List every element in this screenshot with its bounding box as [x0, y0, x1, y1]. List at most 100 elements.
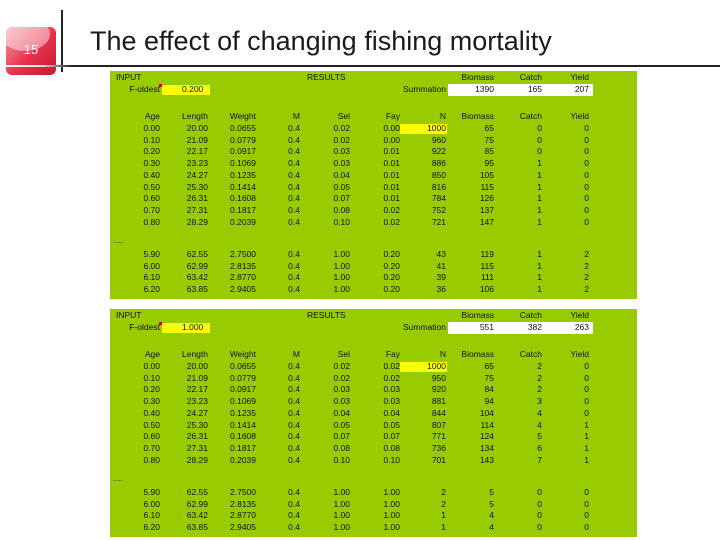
cell-yield: 0 — [584, 510, 589, 521]
cell-yield: 0 — [584, 158, 589, 169]
cell-length: 23.23 — [186, 158, 208, 169]
summation-label: Summation — [403, 84, 446, 94]
cell-length: 27.31 — [186, 442, 208, 453]
cell-fay: 0.00 — [383, 134, 400, 145]
cell-catch: 1 — [537, 181, 542, 192]
column-header-age: Age — [144, 349, 160, 359]
n0-input-cell[interactable] — [400, 124, 447, 134]
cell-sel: 0.02 — [333, 372, 350, 383]
column-header-m: M — [292, 349, 300, 359]
cell-catch: 0 — [537, 123, 542, 133]
cell-m: 0.4 — [288, 146, 300, 157]
cell-weight: 0.1414 — [230, 181, 256, 192]
cell-biomass: 126 — [479, 193, 494, 204]
cell-weight: 2.8770 — [230, 510, 256, 521]
cell-length: 63.85 — [186, 284, 208, 295]
summation-biomass: 551 — [479, 322, 494, 332]
cell-n: 850 — [431, 169, 446, 180]
cell-biomass: 84 — [484, 384, 494, 395]
f-oldest-input-cell[interactable] — [162, 323, 210, 333]
cell-n: 736 — [431, 442, 446, 453]
cell-weight: 2.9405 — [230, 522, 256, 533]
cell-sel: 0.05 — [333, 181, 350, 192]
slide-title: The effect of changing fishing mortality — [90, 26, 552, 56]
rows-ellipsis: .... — [113, 235, 123, 245]
cell-biomass: 4 — [489, 522, 494, 533]
biomass-header: Biomass — [461, 72, 494, 82]
cell-age: 0.30 — [143, 396, 160, 407]
cell-weight: 2.9405 — [230, 284, 256, 295]
cell-n: 920 — [431, 384, 446, 395]
cell-age: 0.80 — [143, 216, 160, 227]
cell-biomass: 5 — [489, 487, 494, 497]
cell-m: 0.4 — [288, 522, 300, 533]
cell-fay: 0.02 — [383, 361, 400, 371]
cell-yield: 0 — [584, 522, 589, 533]
cell-age: 5.90 — [143, 249, 160, 259]
cell-m: 0.4 — [288, 260, 300, 271]
cell-sel: 1.00 — [333, 260, 350, 271]
cell-fay: 0.04 — [383, 407, 400, 418]
cell-sel: 1.00 — [333, 522, 350, 533]
cell-catch: 1 — [537, 193, 542, 204]
cell-age: 0.50 — [143, 419, 160, 430]
cell-age: 0.70 — [143, 204, 160, 215]
cell-n: 752 — [431, 204, 446, 215]
cell-age: 0.70 — [143, 442, 160, 453]
cell-catch: 2 — [537, 361, 542, 371]
column-header-yield: Yield — [570, 111, 589, 121]
cell-length: 26.31 — [186, 193, 208, 204]
cell-age: 6.00 — [143, 260, 160, 271]
title-divider-horizontal — [0, 65, 720, 67]
cell-weight: 0.1817 — [230, 442, 256, 453]
cell-m: 0.4 — [288, 249, 300, 259]
cell-weight: 0.1608 — [230, 431, 256, 442]
cell-yield: 1 — [584, 454, 589, 465]
cell-length: 23.23 — [186, 396, 208, 407]
cell-biomass: 105 — [479, 169, 494, 180]
cell-biomass: 94 — [484, 396, 494, 407]
cell-weight: 0.2039 — [230, 454, 256, 465]
cell-catch: 5 — [537, 431, 542, 442]
comment-marker — [159, 84, 162, 87]
cell-yield: 0 — [584, 361, 589, 371]
cell-length: 22.17 — [186, 384, 208, 395]
cell-weight: 2.7500 — [230, 249, 256, 259]
f-oldest-input-cell[interactable] — [162, 85, 210, 95]
cell-catch: 6 — [537, 442, 542, 453]
cell-m: 0.4 — [288, 442, 300, 453]
cell-catch: 1 — [537, 204, 542, 215]
cell-sel: 0.03 — [333, 396, 350, 407]
column-header-n: N — [439, 111, 446, 121]
cell-n: 41 — [436, 260, 446, 271]
cell-length: 25.30 — [186, 419, 208, 430]
cell-length: 63.85 — [186, 522, 208, 533]
column-header-biomass: Biomass — [461, 349, 494, 359]
cell-catch: 0 — [537, 498, 542, 509]
cell-yield: 0 — [584, 123, 589, 133]
column-header-catch: Catch — [519, 349, 542, 359]
cell-age: 0.20 — [143, 146, 160, 157]
cell-m: 0.4 — [288, 216, 300, 227]
cell-n: 1000 — [427, 123, 446, 133]
cell-n: 701 — [431, 454, 446, 465]
n0-input-cell[interactable] — [400, 362, 447, 372]
cell-m: 0.4 — [288, 361, 300, 371]
cell-catch: 0 — [537, 522, 542, 533]
column-header-m: M — [292, 111, 300, 121]
summation-cells — [448, 84, 593, 96]
cell-fay: 0.05 — [383, 419, 400, 430]
cell-catch: 0 — [537, 510, 542, 521]
cell-m: 0.4 — [288, 272, 300, 283]
cell-fay: 0.02 — [383, 372, 400, 383]
cell-n: 816 — [431, 181, 446, 192]
cell-age: 0.10 — [143, 134, 160, 145]
cell-yield: 1 — [584, 419, 589, 430]
catch-header: Catch — [519, 72, 542, 82]
summation-yield: 207 — [574, 84, 589, 94]
cell-biomass: 85 — [484, 146, 494, 157]
cell-catch: 1 — [537, 169, 542, 180]
cell-length: 20.00 — [186, 361, 208, 371]
cell-m: 0.4 — [288, 384, 300, 395]
cell-weight: 2.8135 — [230, 498, 256, 509]
